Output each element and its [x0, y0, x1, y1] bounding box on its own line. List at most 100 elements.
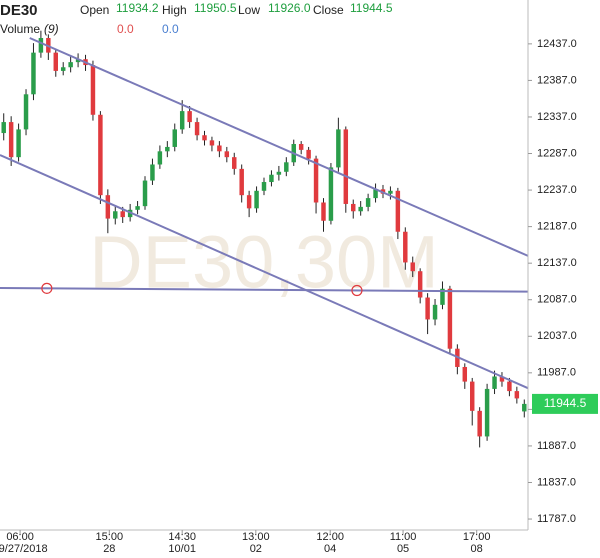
candle-body — [469, 381, 475, 411]
x-tick-sublabel: 08 — [471, 543, 483, 555]
line-anchor — [41, 282, 53, 294]
candle-body — [507, 381, 512, 392]
candle-body — [313, 158, 319, 203]
candle-body — [358, 206, 363, 212]
candle-body — [269, 174, 274, 183]
candle-body — [514, 391, 520, 399]
candle-body — [261, 182, 267, 191]
candle-body — [403, 231, 408, 263]
candle-body — [232, 157, 237, 169]
candle-body — [23, 94, 29, 130]
candle-body — [276, 171, 282, 175]
candle-body — [120, 211, 125, 218]
x-tick-label: 14:30 — [168, 531, 196, 543]
low-label: Low — [238, 3, 260, 17]
high-value: 11950.5 — [194, 1, 237, 15]
candle-body — [68, 62, 73, 68]
symbol: DE30 — [0, 2, 38, 19]
line-anchor — [351, 284, 363, 297]
candle-body — [440, 288, 445, 305]
y-tick-label: 12087.0 — [537, 294, 577, 306]
candle-body — [1, 122, 6, 134]
candle-body — [105, 195, 111, 219]
candle-body — [135, 206, 140, 210]
y-tick-label: 12437.0 — [537, 38, 577, 50]
candle-body — [284, 162, 289, 172]
candle-body — [462, 366, 468, 382]
candle-body — [179, 111, 185, 130]
candle-body — [8, 122, 14, 158]
y-tick-label: 12037.0 — [537, 330, 577, 342]
y-tick-label: 11887.0 — [537, 440, 576, 452]
candle-body — [165, 146, 170, 152]
y-tick-label: 12387.0 — [537, 74, 577, 86]
y-tick-label: 12187.0 — [537, 221, 577, 233]
candle-body — [484, 388, 490, 437]
trend-line — [29, 37, 529, 257]
x-tick-label: 06:00 — [6, 531, 34, 543]
volume-value: 0.0 — [162, 22, 179, 36]
candle-body — [522, 403, 527, 412]
x-tick-sublabel: 02 — [250, 543, 262, 555]
candle-body — [246, 195, 252, 209]
candle-body — [187, 111, 192, 123]
open-label: Open — [80, 3, 109, 17]
candle-body — [53, 52, 59, 71]
candle-body — [499, 376, 505, 382]
volume-value: 0.0 — [117, 22, 134, 36]
x-tick-sublabel: 10/01 — [168, 543, 196, 555]
candle-body — [90, 65, 96, 115]
candle-body — [60, 67, 66, 71]
candle-body — [447, 288, 453, 349]
x-tick-sublabel: 28 — [103, 543, 115, 555]
candle-body — [395, 190, 401, 232]
y-tick-label: 12287.0 — [537, 147, 577, 159]
x-tick-sublabel: 04 — [324, 543, 336, 555]
candle-body — [98, 114, 103, 196]
trend-line — [0, 154, 529, 390]
candle-body — [298, 144, 304, 150]
candle-body — [150, 164, 155, 181]
low-value: 11926.0 — [268, 1, 311, 15]
candle-body — [373, 189, 378, 199]
candle-body — [388, 190, 393, 194]
candle-body — [38, 38, 44, 53]
price-tag-label: 11944.5 — [544, 396, 587, 410]
x-tick-label: 13:00 — [242, 531, 270, 543]
candle-body — [492, 376, 497, 389]
y-tick-label: 11787.0 — [537, 513, 576, 525]
candle-body — [157, 151, 163, 165]
candle-body — [477, 410, 482, 437]
candle-body — [16, 129, 21, 158]
volume-label: Volume — [0, 22, 40, 36]
candle-body — [217, 145, 222, 152]
y-tick-label: 12337.0 — [537, 111, 577, 123]
candle-body — [224, 151, 230, 158]
candle-body — [351, 203, 356, 212]
candle-body — [417, 271, 423, 298]
candle-body — [239, 168, 244, 196]
x-tick-sublabel: 05 — [397, 543, 409, 555]
x-tick-label: 12:00 — [316, 531, 344, 543]
candle-body — [328, 167, 334, 221]
price-tag — [532, 393, 598, 414]
candle-body — [343, 129, 349, 204]
candle-body — [410, 262, 415, 272]
y-tick-label: 12137.0 — [537, 257, 577, 269]
high-label: High — [162, 3, 187, 17]
y-tick-label: 11837.0 — [537, 476, 576, 488]
x-tick-label: 11:00 — [390, 531, 417, 543]
y-tick-label: 12237.0 — [537, 184, 577, 196]
trend-line — [0, 287, 529, 293]
x-tick-label: 17:00 — [463, 531, 491, 543]
candle-body — [254, 190, 259, 209]
close-label: Close — [313, 3, 344, 17]
candle-body — [306, 149, 311, 159]
candle-body — [194, 122, 200, 136]
candle-body — [209, 140, 215, 146]
open-value: 11934.2 — [116, 1, 159, 15]
y-tick-label: 11987.0 — [537, 367, 576, 379]
candle-body — [365, 198, 371, 207]
candle-body — [425, 297, 430, 320]
